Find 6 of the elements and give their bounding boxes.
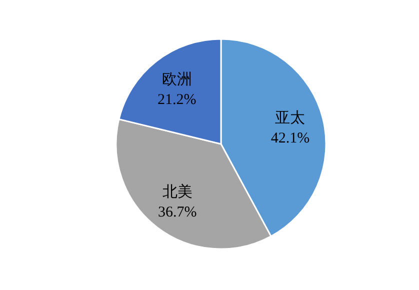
data-label: 36.7% — [158, 204, 197, 221]
slice-label: 北美 — [162, 184, 192, 201]
slice-label: 欧洲 — [162, 70, 192, 88]
slice-label: 亚太 — [275, 109, 306, 126]
data-label: 42.1% — [270, 130, 310, 146]
data-label: 21.2% — [158, 92, 196, 108]
